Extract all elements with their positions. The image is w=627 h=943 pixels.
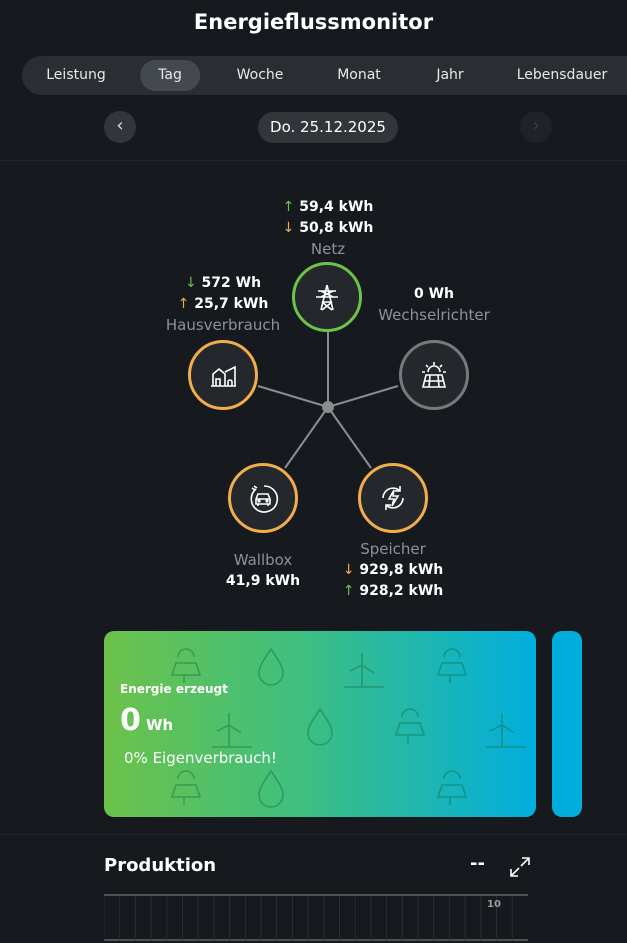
speicher-node[interactable] bbox=[358, 463, 428, 533]
date-picker[interactable]: Do. 25.12.2025 bbox=[258, 112, 398, 143]
netz-node[interactable] bbox=[292, 262, 362, 332]
card-value: 0 Wh bbox=[120, 703, 174, 738]
background-pattern-icons bbox=[170, 647, 526, 808]
tab-leistung[interactable]: Leistung bbox=[46, 67, 106, 83]
power-tower-icon bbox=[316, 284, 338, 311]
wallbox-value: 41,9 kWh bbox=[225, 573, 301, 589]
tab-tag[interactable]: Tag bbox=[140, 60, 200, 91]
next-date-button[interactable]: › bbox=[520, 111, 552, 143]
speicher-discharge: ↑ 928,2 kWh bbox=[342, 583, 444, 599]
solar-panel-icon bbox=[421, 362, 447, 388]
tab-lebensdauer[interactable]: Lebensdauer bbox=[516, 67, 608, 83]
card-title: Energie erzeugt bbox=[120, 682, 228, 696]
haus-grid: ↓ 572 Wh bbox=[184, 275, 262, 291]
axis-tick-label: 10 bbox=[487, 899, 501, 910]
next-card[interactable] bbox=[552, 631, 582, 817]
tab-jahr[interactable]: Jahr bbox=[436, 67, 464, 83]
tab-woche[interactable]: Woche bbox=[236, 67, 284, 83]
period-tabs bbox=[22, 56, 627, 95]
wechselrichter-value: 0 Wh bbox=[413, 286, 455, 302]
netz-label: Netz bbox=[310, 240, 346, 258]
ev-charger-icon bbox=[250, 485, 279, 513]
energy-produced-card[interactable]: Energie erzeugt 0 Wh 0% Eigenverbrauch! bbox=[104, 631, 536, 817]
netz-import: ↑ 59,4 kWh bbox=[282, 199, 374, 215]
speicher-charge: ↓ 929,8 kWh bbox=[342, 562, 444, 578]
production-title: Produktion bbox=[104, 855, 217, 876]
netz-export: ↓ 50,8 kWh bbox=[282, 220, 374, 236]
production-chart bbox=[104, 894, 528, 941]
tab-monat[interactable]: Monat bbox=[337, 67, 381, 83]
divider bbox=[0, 160, 627, 161]
page-title: Energieflussmonitor bbox=[193, 10, 434, 34]
expand-icon[interactable] bbox=[509, 856, 531, 878]
speicher-label: Speicher bbox=[360, 540, 426, 558]
haus-label: Hausverbrauch bbox=[165, 316, 281, 334]
haus-value: ↑ 25,7 kWh bbox=[177, 296, 269, 312]
prev-date-button[interactable]: ‹ bbox=[104, 111, 136, 143]
wechselrichter-node[interactable] bbox=[399, 340, 469, 410]
production-value: -- bbox=[470, 853, 485, 874]
haus-node[interactable] bbox=[188, 340, 258, 410]
card-subtitle: 0% Eigenverbrauch! bbox=[124, 749, 277, 767]
battery-cycle-icon bbox=[382, 486, 404, 510]
house-icon bbox=[211, 365, 236, 387]
divider bbox=[0, 834, 627, 835]
wallbox-label: Wallbox bbox=[233, 551, 293, 569]
wechselrichter-label: Wechselrichter bbox=[378, 306, 490, 324]
wallbox-node[interactable] bbox=[228, 463, 298, 533]
flow-hub bbox=[322, 401, 334, 413]
